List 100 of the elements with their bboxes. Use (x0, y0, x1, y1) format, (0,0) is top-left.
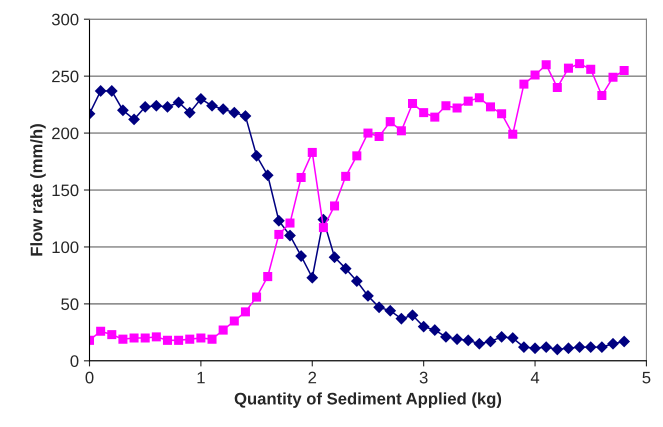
point (396, 126, 406, 136)
point (217, 103, 230, 116)
point (162, 101, 174, 113)
point (395, 312, 408, 325)
point (474, 93, 484, 102)
point (94, 85, 107, 97)
point (240, 110, 252, 122)
point (506, 332, 519, 344)
point (596, 341, 608, 354)
point (384, 304, 396, 317)
point (540, 341, 552, 354)
point (341, 172, 350, 181)
point (263, 272, 272, 282)
point (419, 108, 428, 118)
point (607, 338, 619, 350)
x-tick-label: 3 (420, 372, 428, 384)
point (295, 250, 308, 262)
point (440, 331, 452, 343)
point (484, 336, 496, 348)
point (608, 72, 618, 82)
point (118, 334, 128, 344)
point (620, 66, 629, 75)
point (296, 172, 306, 182)
point (362, 290, 374, 302)
point (451, 333, 463, 346)
point (496, 331, 508, 343)
point (530, 70, 540, 80)
point (185, 334, 194, 344)
point (406, 309, 418, 322)
y-tick-label: 150 (52, 184, 78, 196)
point (252, 292, 262, 302)
x-axis-title: Quantity of Sediment Applied (kg) (234, 392, 502, 408)
point (172, 96, 185, 108)
point (340, 262, 352, 274)
point (117, 104, 129, 116)
point (350, 275, 363, 287)
point (575, 59, 584, 68)
point (218, 326, 228, 335)
point (473, 338, 486, 350)
y-tick-label: 200 (52, 127, 78, 140)
point (408, 98, 418, 108)
point (139, 101, 152, 113)
point (452, 104, 462, 113)
point (529, 342, 541, 354)
point (386, 117, 395, 126)
point (328, 251, 340, 264)
point (184, 106, 196, 118)
y-tick-label: 50 (61, 298, 78, 310)
point (107, 330, 116, 340)
point (150, 100, 162, 112)
y-tick-label: 0 (70, 355, 78, 368)
point (574, 341, 586, 354)
x-tick-label: 0 (86, 372, 94, 384)
y-tick-label: 100 (52, 241, 78, 254)
point (374, 132, 384, 142)
point (552, 83, 562, 92)
x-tick-label: 4 (530, 372, 540, 384)
point (284, 230, 296, 242)
point (262, 169, 274, 182)
point (140, 334, 150, 343)
point (562, 342, 574, 354)
point (497, 109, 506, 118)
y-tick-label: 250 (52, 70, 78, 82)
point (586, 64, 596, 74)
y-axis-title: Flow rate (mm/h) (30, 124, 46, 256)
point (106, 85, 118, 97)
point (597, 90, 606, 100)
point (130, 334, 139, 343)
point (152, 332, 161, 342)
point (618, 336, 630, 348)
point (352, 151, 362, 160)
point (308, 148, 317, 157)
point (228, 106, 240, 118)
point (441, 101, 450, 110)
point (330, 201, 340, 210)
x-tick-label: 1 (198, 372, 205, 384)
point (542, 60, 551, 70)
point (174, 336, 184, 345)
point (285, 218, 295, 228)
point (272, 214, 285, 227)
point (564, 64, 573, 73)
point (418, 320, 430, 333)
point (240, 307, 250, 316)
point (194, 93, 207, 105)
point (128, 114, 140, 126)
point (306, 272, 318, 284)
point (486, 102, 495, 112)
point (318, 223, 328, 232)
x-tick-label: 2 (308, 372, 316, 384)
y-tick-label: 300 (52, 14, 78, 26)
point (206, 100, 218, 112)
point (230, 316, 239, 326)
point (462, 334, 474, 346)
point (162, 336, 172, 345)
point (428, 324, 441, 336)
point (518, 341, 530, 354)
point (464, 96, 473, 106)
point (551, 344, 564, 356)
point (274, 230, 284, 239)
point (250, 150, 262, 162)
